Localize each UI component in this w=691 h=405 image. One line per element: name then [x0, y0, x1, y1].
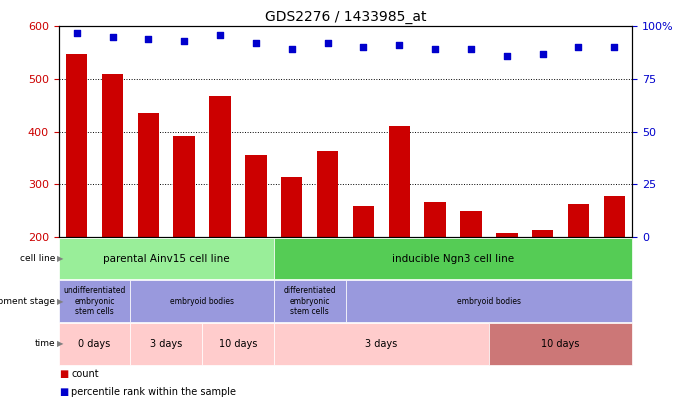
- Text: GDS2276 / 1433985_at: GDS2276 / 1433985_at: [265, 10, 426, 24]
- Bar: [245, 155, 267, 237]
- Point: [537, 51, 548, 57]
- Point: [107, 34, 118, 40]
- Point: [250, 40, 261, 47]
- Point: [573, 44, 584, 51]
- Text: differentiated
embryonic
stem cells: differentiated embryonic stem cells: [283, 286, 336, 316]
- Text: ▶: ▶: [57, 296, 63, 306]
- Point: [358, 44, 369, 51]
- Text: parental Ainv15 cell line: parental Ainv15 cell line: [103, 254, 229, 264]
- Text: ■: ■: [59, 387, 68, 397]
- Bar: [532, 230, 553, 237]
- Text: 10 days: 10 days: [219, 339, 257, 349]
- Point: [430, 46, 441, 53]
- Bar: [209, 96, 231, 237]
- Bar: [460, 211, 482, 237]
- Text: inducible Ngn3 cell line: inducible Ngn3 cell line: [392, 254, 514, 264]
- Point: [609, 44, 620, 51]
- Text: undifferentiated
embryonic
stem cells: undifferentiated embryonic stem cells: [64, 286, 126, 316]
- Point: [214, 32, 225, 38]
- Text: 0 days: 0 days: [79, 339, 111, 349]
- Point: [286, 46, 297, 53]
- Bar: [102, 74, 123, 237]
- Point: [466, 46, 477, 53]
- Bar: [388, 126, 410, 237]
- Point: [501, 53, 512, 59]
- Text: percentile rank within the sample: percentile rank within the sample: [71, 387, 236, 397]
- Bar: [496, 233, 518, 237]
- Text: embryoid bodies: embryoid bodies: [457, 296, 521, 306]
- Text: ▶: ▶: [57, 254, 63, 263]
- Point: [394, 42, 405, 49]
- Text: cell line: cell line: [20, 254, 55, 263]
- Text: ▶: ▶: [57, 339, 63, 348]
- Point: [179, 38, 190, 44]
- Bar: [281, 177, 303, 237]
- Text: 3 days: 3 days: [366, 339, 397, 349]
- Point: [322, 40, 333, 47]
- Text: 3 days: 3 days: [150, 339, 182, 349]
- Bar: [316, 151, 339, 237]
- Bar: [603, 196, 625, 237]
- Point: [143, 36, 154, 42]
- Bar: [138, 113, 159, 237]
- Text: time: time: [35, 339, 55, 348]
- Bar: [66, 54, 87, 237]
- Bar: [424, 202, 446, 237]
- Bar: [352, 206, 374, 237]
- Text: count: count: [71, 369, 99, 379]
- Text: development stage: development stage: [0, 296, 55, 306]
- Text: 10 days: 10 days: [541, 339, 580, 349]
- Point: [71, 30, 82, 36]
- Bar: [568, 204, 589, 237]
- Bar: [173, 136, 195, 237]
- Text: embryoid bodies: embryoid bodies: [170, 296, 234, 306]
- Text: ■: ■: [59, 369, 68, 379]
